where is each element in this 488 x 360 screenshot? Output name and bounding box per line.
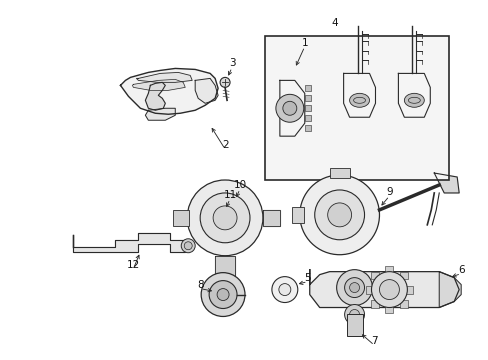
Bar [304,105,310,111]
Ellipse shape [349,93,369,107]
Polygon shape [145,82,165,110]
Circle shape [371,272,407,307]
Circle shape [200,193,249,243]
Polygon shape [120,68,218,114]
Bar [370,300,379,308]
Bar [291,207,303,223]
Bar [399,271,407,279]
Circle shape [282,101,296,115]
Circle shape [213,206,237,230]
Text: 8: 8 [197,280,203,289]
Bar [346,315,362,336]
Circle shape [327,203,351,227]
Circle shape [271,276,297,302]
Bar [365,285,373,293]
Circle shape [349,283,359,293]
Text: 5: 5 [304,273,310,283]
Circle shape [314,190,364,240]
Polygon shape [215,256,235,276]
Polygon shape [279,80,304,136]
Polygon shape [433,173,458,193]
Text: 6: 6 [457,265,464,275]
Polygon shape [136,72,192,82]
Text: 4: 4 [331,18,337,28]
Bar [385,266,393,274]
Circle shape [187,180,263,256]
Polygon shape [132,80,185,90]
Circle shape [349,310,359,319]
Bar [173,210,189,226]
Polygon shape [398,73,429,117]
Circle shape [184,242,192,250]
Circle shape [379,280,399,300]
Bar [304,85,310,91]
Polygon shape [309,270,458,307]
Text: 9: 9 [386,187,392,197]
Text: 12: 12 [126,260,140,270]
Circle shape [278,284,290,296]
Circle shape [344,278,364,298]
Bar [370,271,379,279]
Polygon shape [73,233,185,252]
Text: 3: 3 [228,58,235,68]
Text: 2: 2 [222,140,228,150]
Circle shape [220,77,229,87]
Bar [385,306,393,314]
Circle shape [181,239,195,253]
Text: 7: 7 [370,336,377,346]
Circle shape [344,305,364,324]
Polygon shape [263,210,279,226]
Bar [304,125,310,131]
Circle shape [201,273,244,316]
Circle shape [336,270,372,306]
Circle shape [217,289,228,301]
Bar [405,285,412,293]
Text: 1: 1 [301,37,307,48]
Bar [304,115,310,121]
Text: 10: 10 [233,180,246,190]
Polygon shape [195,78,218,103]
Bar [329,168,349,178]
Polygon shape [145,108,175,120]
Circle shape [275,94,303,122]
Circle shape [209,280,237,309]
Bar [264,36,448,180]
Bar [399,300,407,308]
Polygon shape [438,272,460,307]
Polygon shape [343,73,375,117]
Ellipse shape [404,93,424,107]
Bar [304,95,310,101]
Circle shape [299,175,379,255]
Text: 11: 11 [223,190,236,200]
